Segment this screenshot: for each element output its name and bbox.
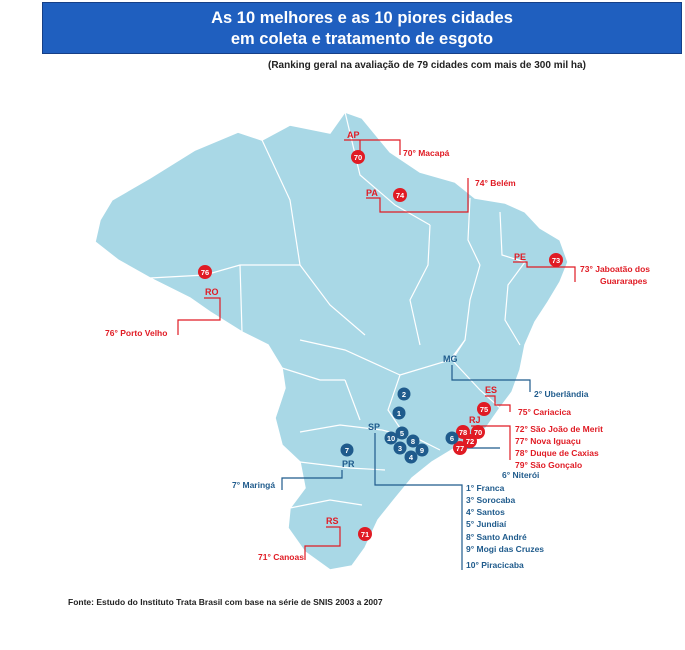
label-sp-3: 4° Santos [466,507,505,517]
svg-text:10: 10 [387,434,395,443]
svg-text:71: 71 [361,530,369,539]
worst-badges: 70 74 76 73 75 78 70 72 77 71 [198,150,563,541]
title-line-1: As 10 melhores e as 10 piores cidades [211,9,513,27]
label-sp-6: 9° Mogi das Cruzes [466,544,544,554]
badge-franca[interactable]: 1 [392,406,406,420]
svg-text:7: 7 [345,446,349,455]
svg-text:78: 78 [459,428,467,437]
label-sp-7: 10° Piracicaba [466,560,524,570]
badge-santo-andre[interactable]: 8 [406,434,420,448]
badge-nova-iguacu[interactable]: 77 [453,441,467,455]
label-jaboatao-1: 73° Jaboatão dos [580,264,650,274]
label-rj-2: 77° Nova Iguaçu [515,436,581,446]
source-note: Fonte: Estudo do Instituto Trata Brasil … [68,597,383,607]
svg-text:4: 4 [409,453,414,462]
label-sp-1: 1° Franca [466,483,505,493]
svg-text:3: 3 [398,444,402,453]
svg-text:74: 74 [396,191,405,200]
badge-jundiai[interactable]: 5 [395,426,409,440]
label-rj-1: 72° São João de Merit [515,424,603,434]
state-label-es: ES [485,385,497,395]
best-badges: 2 1 5 10 8 3 4 9 6 7 [340,387,459,464]
state-label-mg: MG [443,354,458,364]
state-label-pe: PE [514,252,526,262]
title-banner: As 10 melhores e as 10 piores cidades em… [42,2,682,54]
badge-canoas[interactable]: 71 [358,527,372,541]
svg-text:1: 1 [397,409,401,418]
svg-text:6: 6 [450,434,454,443]
label-cariacica: 75° Cariacica [518,407,571,417]
badge-piracicaba[interactable]: 10 [384,431,398,445]
state-label-pa: PA [366,188,378,198]
label-maringa: 7° Maringá [232,480,275,490]
state-borders [149,111,526,509]
label-rj-3: 78° Duque de Caxias [515,448,599,458]
label-jaboatao-2: Guararapes [600,276,648,286]
label-sp-2: 3° Sorocaba [466,495,515,505]
svg-text:77: 77 [456,444,464,453]
label-canoas: 71° Canoas [258,552,304,562]
badge-cariacica[interactable]: 75 [477,402,491,416]
label-macapa: 70° Macapá [403,148,450,158]
svg-text:8: 8 [411,437,415,446]
state-label-rj: RJ [469,415,481,425]
badge-macapa[interactable]: 70 [351,150,365,164]
svg-text:75: 75 [480,405,488,414]
subtitle: (Ranking geral na avaliação de 79 cidade… [268,60,586,71]
svg-text:72: 72 [466,437,474,446]
svg-text:70: 70 [474,428,482,437]
badge-maringa[interactable]: 7 [340,443,354,457]
svg-text:9: 9 [420,446,424,455]
label-belem: 74° Belém [475,178,516,188]
svg-text:2: 2 [402,390,406,399]
label-porto-velho: 76° Porto Velho [105,328,167,338]
badge-mogi[interactable]: 9 [415,443,429,457]
state-label-sp: SP [368,422,380,432]
badge-santos[interactable]: 4 [404,450,418,464]
badge-sao-joao-merit[interactable]: 72 [463,434,477,448]
svg-text:70: 70 [354,153,362,162]
label-sp-5: 8° Santo André [466,532,527,542]
label-niteroi: 6° Niterói [502,470,539,480]
state-label-ro: RO [205,287,219,297]
svg-text:76: 76 [201,268,209,277]
title-line-2: em coleta e tratamento de esgoto [230,30,494,48]
leader-lines [177,139,576,570]
badge-sorocaba[interactable]: 3 [393,441,407,455]
state-label-ap: AP [347,130,360,140]
state-label-pr: PR [342,459,355,469]
badge-porto-velho[interactable]: 76 [198,265,212,279]
svg-text:5: 5 [400,429,404,438]
state-label-rs: RS [326,516,339,526]
badge-uberlandia[interactable]: 2 [397,387,411,401]
badge-niteroi[interactable]: 6 [445,431,459,445]
label-sp-4: 5° Jundiaí [466,519,507,529]
svg-text:73: 73 [552,256,560,265]
label-rj-4: 79° São Gonçalo [515,460,582,470]
badge-belem[interactable]: 74 [393,188,407,202]
badge-sao-goncalo[interactable]: 70 [471,425,485,439]
badge-jaboatao[interactable]: 73 [549,253,563,267]
label-uberlandia: 2° Uberlândia [534,389,589,399]
